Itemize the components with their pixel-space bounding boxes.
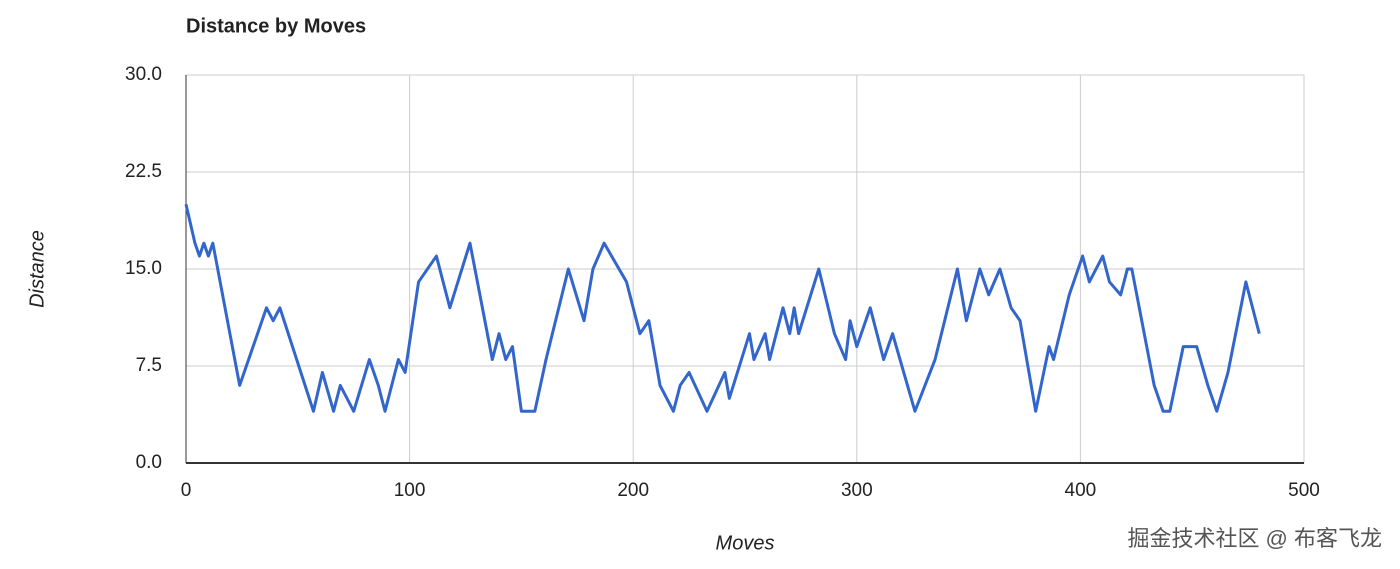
y-tick-label: 0.0 (136, 452, 162, 473)
watermark: 掘金技术社区 @ 布客飞龙 (1127, 526, 1382, 551)
y-axis-title: Distance (26, 230, 48, 308)
y-tick-label: 7.5 (136, 355, 162, 376)
y-tick-label: 22.5 (125, 161, 162, 182)
chart-title: Distance by Moves (186, 15, 366, 37)
x-tick-label: 500 (1288, 480, 1320, 501)
y-tick-label: 30.0 (125, 64, 162, 85)
x-axis-title: Moves (716, 532, 775, 554)
x-tick-label: 300 (841, 480, 873, 501)
y-tick-label: 15.0 (125, 258, 162, 279)
x-tick-label: 100 (394, 480, 426, 501)
x-tick-label: 0 (181, 480, 192, 501)
x-tick-label: 200 (617, 480, 649, 501)
data-line (184, 203, 1261, 413)
x-tick-label: 400 (1065, 480, 1097, 501)
